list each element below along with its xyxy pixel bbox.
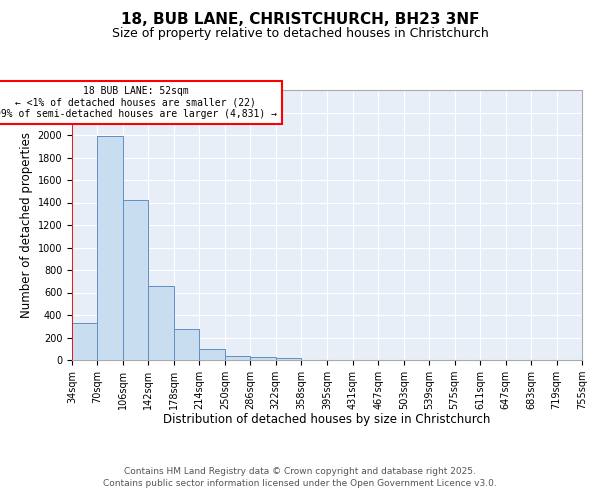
Text: Contains public sector information licensed under the Open Government Licence v3: Contains public sector information licen… [103, 478, 497, 488]
Text: 18, BUB LANE, CHRISTCHURCH, BH23 3NF: 18, BUB LANE, CHRISTCHURCH, BH23 3NF [121, 12, 479, 28]
Text: Contains HM Land Registry data © Crown copyright and database right 2025.: Contains HM Land Registry data © Crown c… [124, 467, 476, 476]
Bar [97, 136, 123, 360]
Bar [174, 328, 199, 360]
Text: 18 BUB LANE: 52sqm
← <1% of detached houses are smaller (22)
99% of semi-detache: 18 BUB LANE: 52sqm ← <1% of detached hou… [0, 86, 277, 119]
Bar [276, 358, 301, 360]
Bar [250, 357, 276, 360]
Bar [123, 200, 148, 360]
Bar [225, 356, 250, 360]
X-axis label: Distribution of detached houses by size in Christchurch: Distribution of detached houses by size … [163, 414, 491, 426]
Bar [72, 324, 97, 360]
Bar [199, 349, 225, 360]
Y-axis label: Number of detached properties: Number of detached properties [20, 132, 34, 318]
Bar [148, 286, 174, 360]
Text: Size of property relative to detached houses in Christchurch: Size of property relative to detached ho… [112, 28, 488, 40]
